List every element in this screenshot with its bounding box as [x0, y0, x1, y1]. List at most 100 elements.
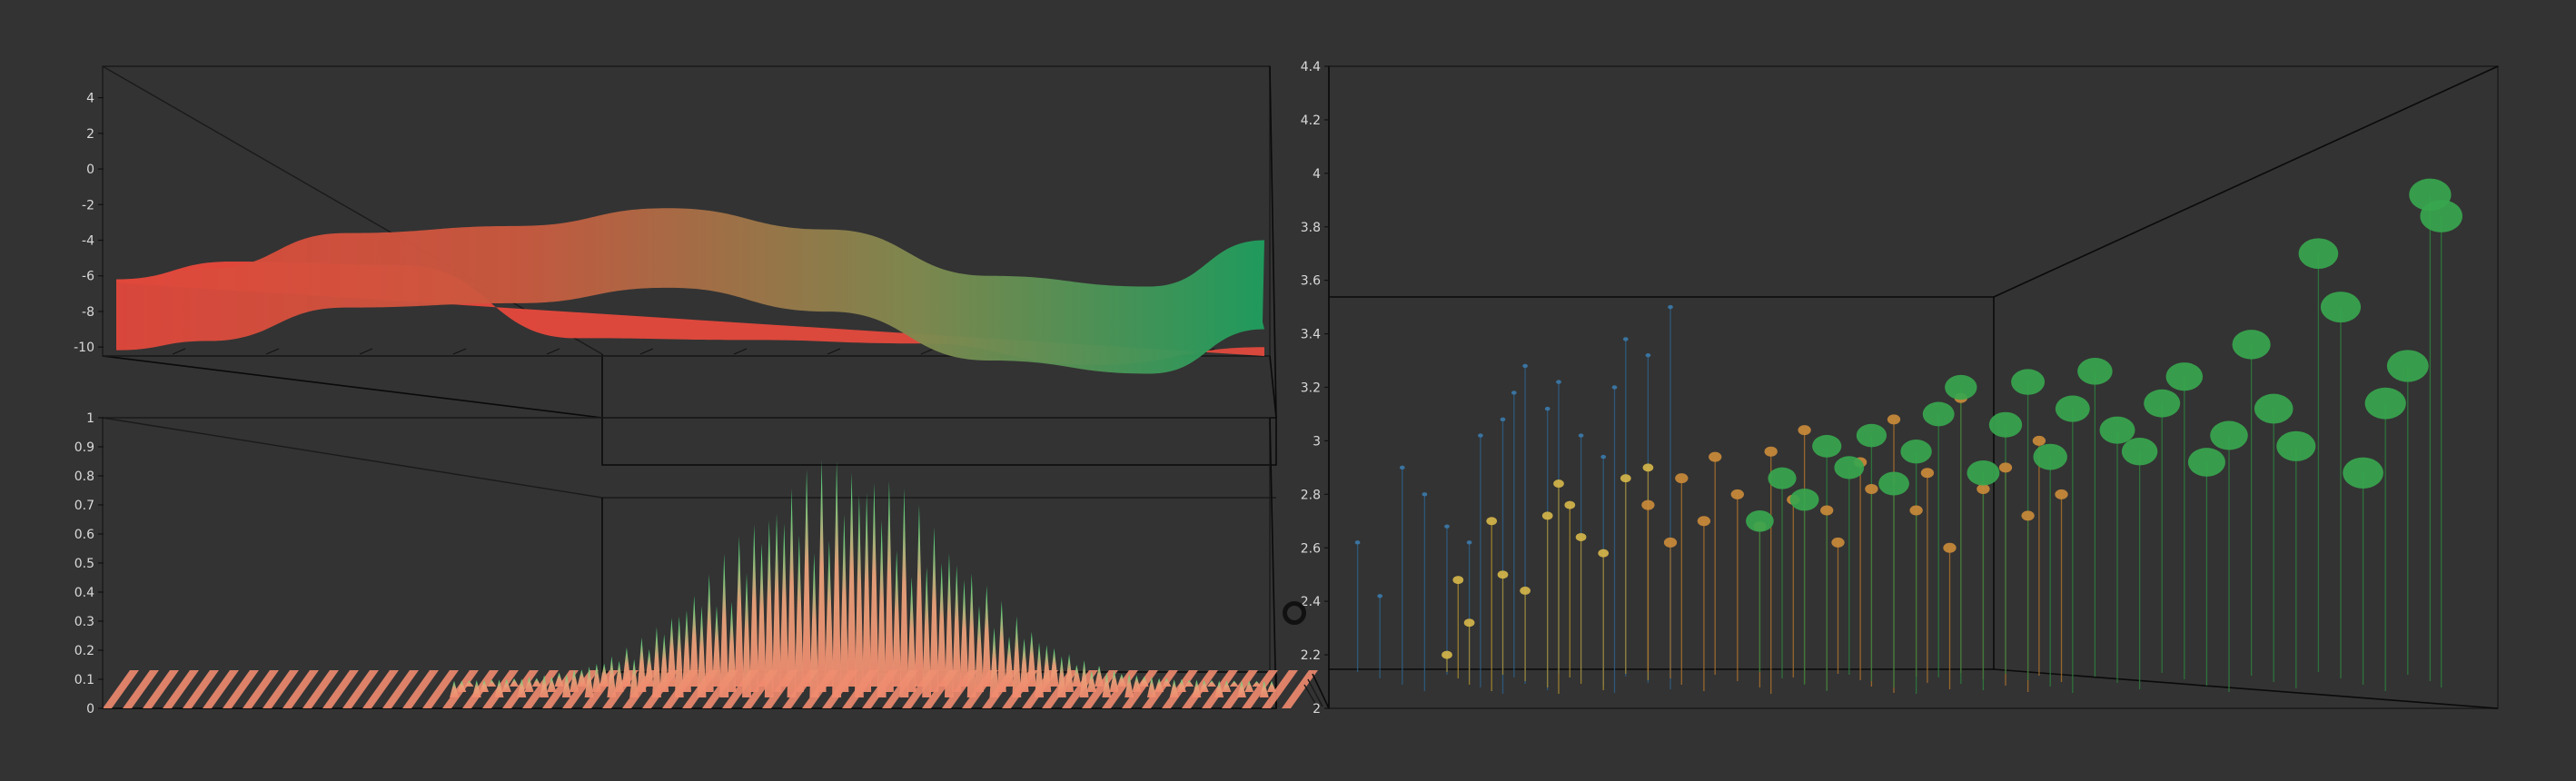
- z-tick-label: 4: [86, 92, 94, 106]
- floor-stripe: [163, 670, 199, 708]
- floor-stripe: [362, 670, 399, 708]
- scatter-point: [1663, 537, 1678, 548]
- floor-stripe: [402, 670, 439, 708]
- floor-stripe: [1262, 670, 1298, 708]
- spike-bar: [809, 553, 819, 697]
- floor-stripe: [322, 670, 359, 708]
- scatter-point: [1544, 406, 1551, 411]
- x-tick-mark: [452, 348, 467, 355]
- spike-bar: [510, 678, 520, 687]
- spike-bar: [614, 660, 624, 692]
- z-tick-label: 3.2: [1301, 381, 1321, 396]
- spike-bar: [524, 677, 534, 692]
- scatter-point: [2276, 430, 2316, 461]
- spike-bar: [959, 579, 969, 687]
- spike-panel: 1 0.9 0.8 0.7 0.6 0.5 0.4 0.3 0.2 0.1 0: [74, 411, 1318, 717]
- floor-stripe: [342, 670, 379, 708]
- scatter-point: [1422, 492, 1428, 497]
- x-tick-mark: [639, 348, 654, 355]
- floor-stripe: [1082, 670, 1118, 708]
- floor-stripe: [223, 670, 259, 708]
- spike-bar: [607, 656, 617, 697]
- z-tick-label: 2: [86, 127, 94, 142]
- scatter-point: [1900, 440, 1932, 464]
- z-tick-label: 0.7: [74, 499, 94, 513]
- rotate-handle[interactable]: [1283, 601, 1306, 625]
- scatter-point: [1920, 468, 1935, 479]
- spike-bar: [1176, 678, 1186, 692]
- spike-bar: [1184, 679, 1194, 687]
- spike-bar: [501, 678, 511, 692]
- scatter-point: [1697, 516, 1711, 527]
- spike-bar: [817, 460, 827, 692]
- scatter-point: [1967, 460, 2000, 486]
- scatter-point: [1399, 465, 1405, 470]
- scatter-point: [2364, 387, 2406, 420]
- spike-bar: [869, 482, 879, 687]
- spike-bar: [480, 679, 490, 692]
- scatter-point: [1444, 524, 1450, 529]
- spike-bar: [1086, 670, 1096, 692]
- z-tick-label: 0: [86, 702, 94, 717]
- spike-bar: [517, 678, 527, 697]
- z-tick-label: 2.8: [1301, 488, 1321, 502]
- scatter-point: [1556, 380, 1561, 384]
- z-tick-label: 4.4: [1301, 60, 1321, 74]
- spike-bar: [1214, 680, 1224, 697]
- scatter-point: [1500, 417, 1506, 422]
- scatter-point: [2021, 510, 2035, 521]
- z-tick-label: 0.1: [74, 673, 94, 687]
- spike-bar: [644, 648, 654, 687]
- floor-stripe: [1182, 670, 1218, 708]
- spike-bar: [839, 514, 849, 692]
- scatter-point: [1998, 462, 2013, 473]
- floor-stripe: [123, 670, 159, 708]
- scatter-point: [2343, 457, 2383, 489]
- z-tick-label: 0: [86, 163, 94, 177]
- z-tick-label: 3.6: [1301, 274, 1321, 289]
- scatter-point: [1622, 337, 1629, 341]
- spike-bar: [1259, 680, 1269, 697]
- spike-bar: [554, 672, 564, 687]
- z-tick-label: 4.2: [1301, 114, 1321, 128]
- scatter-point: [1598, 549, 1610, 558]
- x-tick-mark: [827, 348, 841, 355]
- scatter-point: [2077, 358, 2113, 385]
- spike-bar: [1019, 638, 1029, 692]
- surface-front-layer: [116, 208, 1264, 374]
- scatter-points: [1354, 178, 2462, 659]
- spike-bar: [966, 573, 976, 697]
- spike-bar: [1035, 642, 1045, 697]
- spike-bar: [1079, 659, 1089, 697]
- floor-stripe: [203, 670, 239, 708]
- spike-bar: [847, 472, 857, 687]
- floor-stripe: [183, 670, 219, 708]
- spike-bar: [764, 519, 774, 697]
- spike-bar: [922, 567, 932, 697]
- scatter-point: [1611, 385, 1618, 390]
- scatter-point: [1466, 540, 1472, 545]
- scatter-point: [1943, 542, 1957, 553]
- spike-bar: [570, 669, 580, 692]
- spike-bar: [1169, 679, 1179, 697]
- scatter-point: [1354, 540, 1361, 545]
- spike-bar: [1095, 665, 1105, 687]
- scatter-point: [2420, 200, 2462, 232]
- spike-bar: [1056, 656, 1066, 697]
- scatter-point: [1709, 451, 1722, 462]
- spike-bar: [1199, 680, 1209, 692]
- spike-bar: [899, 488, 909, 697]
- spike-bar: [929, 527, 939, 692]
- scatter-point: [1977, 483, 1990, 494]
- scatter-point: [2144, 389, 2181, 418]
- z-tick-label: 0.6: [74, 528, 94, 542]
- spike-bar: [1042, 645, 1052, 692]
- spike-bar: [711, 606, 721, 687]
- z-tick-label: 0.2: [74, 644, 94, 658]
- scatter-point: [1522, 363, 1528, 369]
- z-tick-label: 1: [86, 411, 94, 426]
- scatter-point: [2187, 448, 2225, 477]
- scatter-point: [1988, 411, 2023, 438]
- spike-bar: [1236, 680, 1246, 697]
- spike-bar: [944, 553, 954, 697]
